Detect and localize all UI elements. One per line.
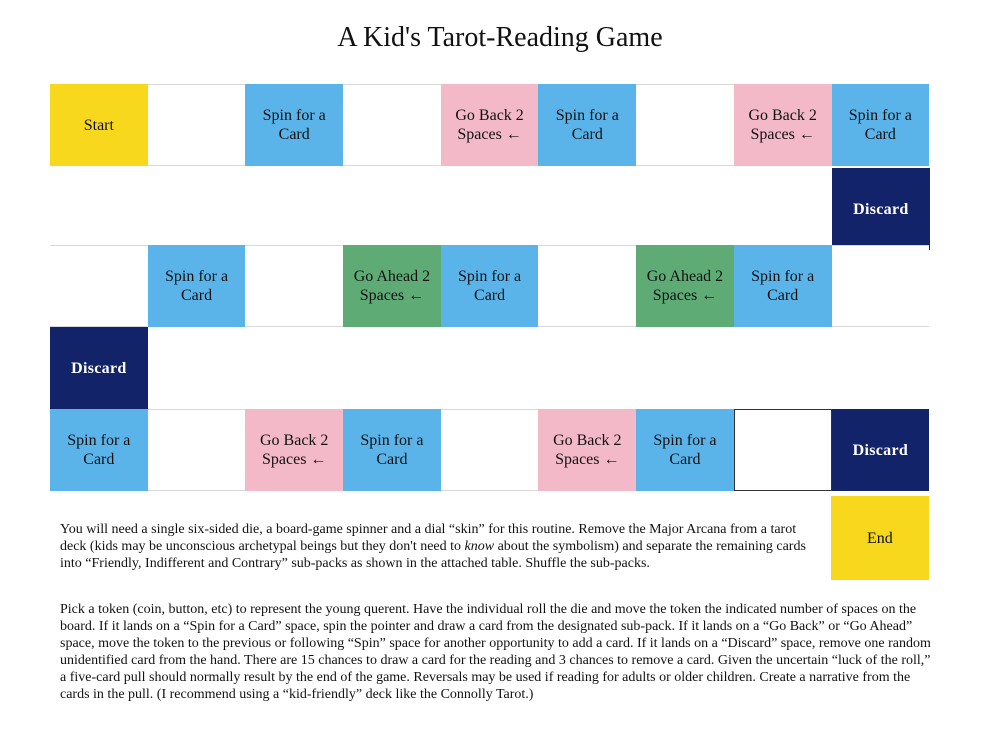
board-space: Go Ahead 2 Spaces ← xyxy=(636,245,734,327)
board-space xyxy=(343,84,441,166)
page-title: A Kid's Tarot-Reading Game xyxy=(337,22,663,53)
board-space xyxy=(245,245,344,327)
board-space: Go Ahead 2 Spaces ← xyxy=(343,245,441,327)
board-row-1: Start Spin for a Card Go Back 2 Spaces ←… xyxy=(50,84,930,166)
board-space: Start xyxy=(50,84,148,166)
board-row-3: Spin for a Card Go Back 2 Spaces ← Spin … xyxy=(50,409,930,491)
board-space xyxy=(538,245,637,327)
board-space: Go Back 2 Spaces ← xyxy=(538,409,637,491)
board-space: Spin for a Card xyxy=(50,409,148,491)
board-space xyxy=(147,84,246,166)
board-row-2: Spin for a Card Go Ahead 2 Spaces ← Spin… xyxy=(50,245,930,327)
board-space: Go Back 2 Spaces ← xyxy=(733,84,832,166)
end-space: End xyxy=(831,496,929,580)
board-space: Spin for a Card xyxy=(538,84,637,166)
instructions-paragraph-1: You will need a single six-sided die, a … xyxy=(60,521,820,572)
board-space: Spin for a Card xyxy=(343,409,441,491)
board-space: Spin for a Card xyxy=(440,245,539,327)
board-space: Spin for a Card xyxy=(733,245,832,327)
board-space: Go Back 2 Spaces ← xyxy=(440,84,539,166)
board-space xyxy=(147,409,246,491)
instructions-text: about the symbolism) and separate the re… xyxy=(60,539,806,571)
board-space xyxy=(440,409,539,491)
instructions-text: You will need a single six-sided die, a … xyxy=(60,522,797,554)
board-space: Go Back 2 Spaces ← xyxy=(245,409,344,491)
board-space xyxy=(831,245,930,327)
board-space xyxy=(733,409,832,491)
board-space: Spin for a Card xyxy=(831,84,930,166)
board-space: Spin for a Card xyxy=(636,409,734,491)
discard-space-right: Discard xyxy=(832,168,930,250)
board-space: Discard xyxy=(831,409,930,491)
board-space: Spin for a Card xyxy=(147,245,246,327)
board-space xyxy=(50,245,148,327)
instructions-paragraph-2: Pick a token (coin, button, etc) to repr… xyxy=(60,602,931,702)
board-space: Spin for a Card xyxy=(245,84,344,166)
board-space xyxy=(636,84,734,166)
discard-space-left: Discard xyxy=(50,327,148,409)
emphasis-text: know xyxy=(464,539,495,554)
